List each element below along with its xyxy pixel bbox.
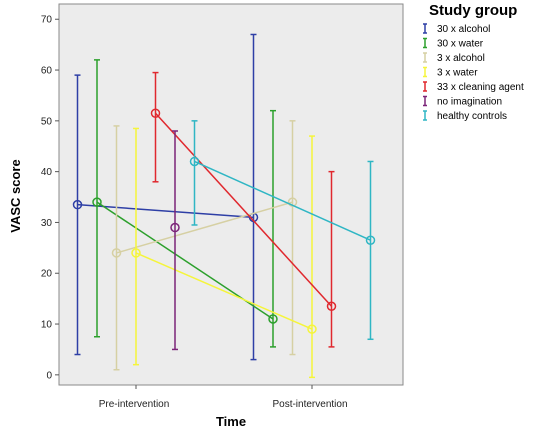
y-tick-label: 10 (41, 320, 53, 331)
legend-label: 3 x alcohol (437, 53, 485, 64)
data-point (268, 314, 278, 324)
series-layer (72, 33, 376, 379)
series-line (77, 203, 254, 219)
data-point (150, 108, 161, 118)
series-line (154, 112, 333, 307)
y-tick-label: 50 (41, 116, 53, 127)
x-tick-label: Post-intervention (272, 399, 347, 410)
data-point (92, 197, 102, 207)
y-tick-label: 20 (41, 269, 53, 280)
data-point (131, 248, 141, 258)
legend-label: 3 x water (437, 68, 478, 79)
x-axis: Pre-intervention Post-intervention (99, 385, 348, 410)
x-tick-label: Pre-intervention (99, 399, 170, 410)
legend-label: healthy controls (437, 111, 507, 122)
y-tick-label: 0 (46, 370, 52, 381)
y-axis: 0 10 20 30 40 50 60 70 (41, 15, 59, 381)
legend-label: 33 x cleaning agent (437, 82, 524, 93)
x-axis-title: Time (216, 414, 246, 429)
series-line (116, 201, 293, 254)
legend-title: Study group (429, 2, 517, 19)
data-point (111, 248, 122, 258)
series-line (135, 252, 313, 330)
y-tick-label: 60 (41, 66, 53, 77)
y-tick-label: 40 (41, 167, 53, 178)
data-point (189, 156, 200, 167)
data-point (307, 324, 317, 334)
data-point (170, 222, 180, 233)
y-tick-label: 30 (41, 218, 53, 229)
legend: 30 x alcohol 30 x water 3 x alcohol 3 x w… (423, 23, 524, 122)
y-axis-title: VASC score (8, 159, 23, 232)
legend-label: 30 x water (437, 39, 484, 50)
data-point (365, 235, 376, 245)
series-line (194, 160, 371, 241)
legend-label: no imagination (437, 97, 502, 108)
y-tick-label: 70 (41, 15, 53, 26)
plot-background (58, 3, 404, 386)
data-point (72, 199, 83, 210)
data-point (326, 301, 337, 312)
legend-label: 30 x alcohol (437, 24, 490, 35)
